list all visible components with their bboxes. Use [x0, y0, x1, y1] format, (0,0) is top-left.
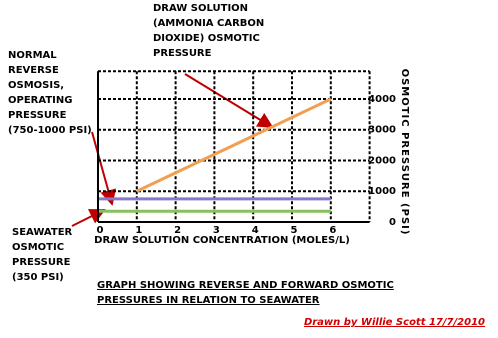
y-tick-label: 2000	[368, 155, 396, 166]
annotation: PRESSURE	[8, 110, 67, 121]
annotation: DIOXIDE) OSMOTIC	[153, 33, 260, 44]
annotation: OSMOTIC	[12, 242, 64, 253]
x-tick-label: 5	[291, 225, 298, 236]
annotation: DRAW SOLUTION	[153, 3, 248, 14]
caption: GRAPH SHOWING REVERSE AND FORWARD OSMOTI…	[97, 280, 394, 291]
annotation: (750-1000 PSI)	[8, 125, 92, 136]
annotation: OPERATING	[8, 95, 72, 106]
annotation: SEAWATER	[12, 227, 73, 238]
y-tick-label: 3000	[368, 125, 396, 136]
annotation: PRESSURE	[153, 48, 212, 59]
series-line	[136, 97, 332, 193]
annotation: REVERSE	[8, 65, 59, 76]
caption: PRESSURES IN RELATION TO SEAWATER	[97, 295, 320, 306]
annotation: PRESSURE	[12, 257, 71, 268]
y-tick-label: 0	[389, 217, 396, 228]
arrow	[184, 73, 274, 129]
annotation: (350 PSI)	[12, 272, 64, 283]
y-tick-label: 1000	[368, 186, 396, 197]
x-tick-label: 0	[97, 225, 104, 236]
x-tick-label: 4	[252, 225, 259, 236]
x-axis-title: DRAW SOLUTION CONCENTRATION (MOLES/L)	[94, 235, 350, 246]
y-tick-label: 4000	[368, 94, 396, 105]
x-tick-label: 6	[329, 225, 336, 236]
annotation: OSMOSIS,	[8, 80, 64, 91]
x-tick-label: 1	[135, 225, 142, 236]
annotation: NORMAL	[8, 50, 57, 61]
y-axis-title: OSMOTIC PRESSURE (PSI)	[399, 69, 410, 236]
x-tick-label: 3	[213, 225, 220, 236]
arrow	[91, 131, 116, 206]
x-tick-label: 2	[174, 225, 181, 236]
credit: Drawn by Willie Scott 17/7/2010	[304, 317, 485, 328]
annotation: (AMMONIA CARBON	[153, 18, 264, 29]
